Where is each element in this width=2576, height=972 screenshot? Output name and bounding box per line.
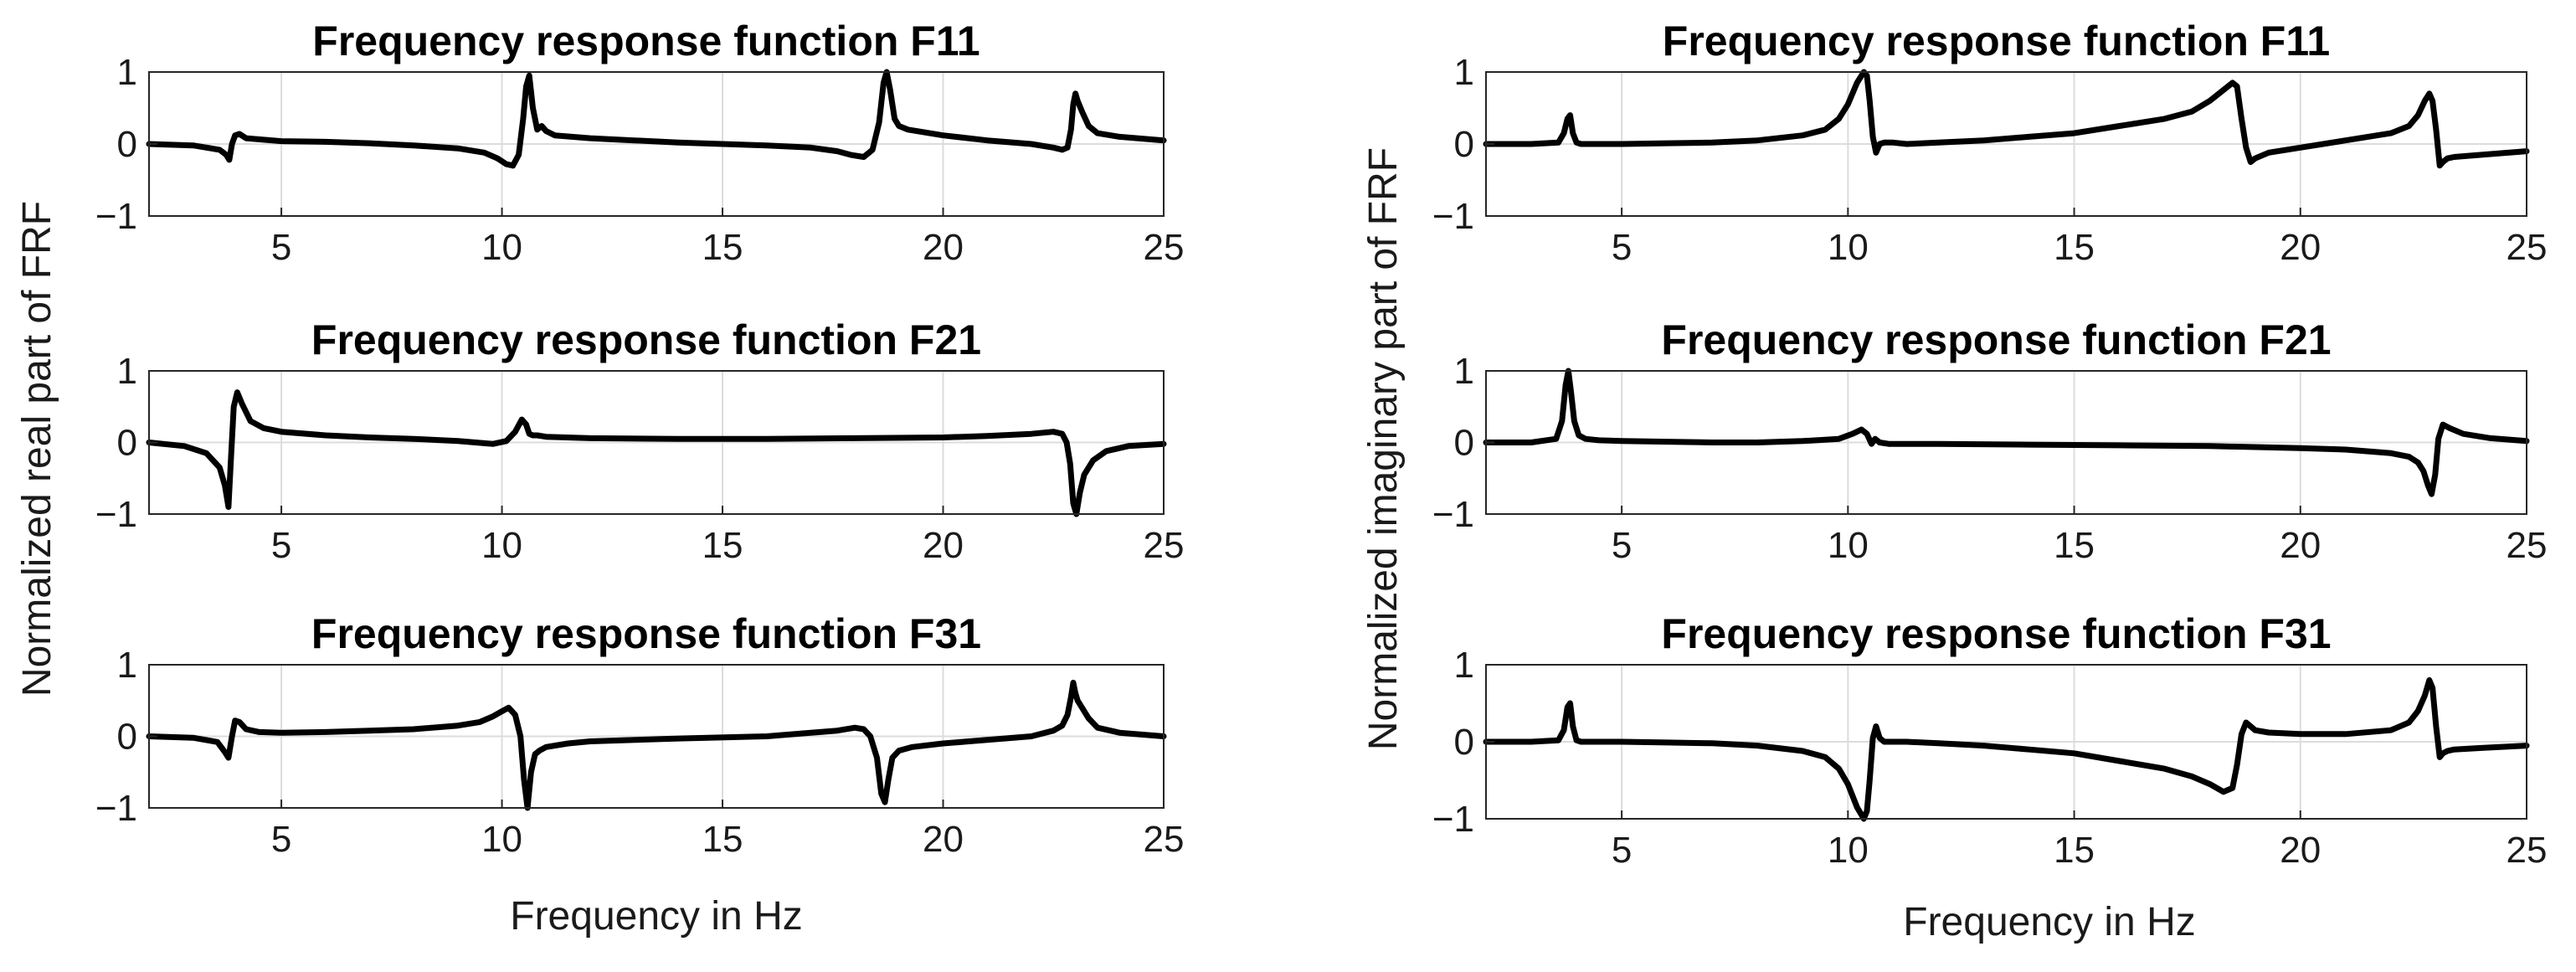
frf-line bbox=[146, 679, 1167, 811]
x-tick-label: 5 bbox=[1612, 830, 1632, 871]
y-tick-label: 1 bbox=[1454, 351, 1474, 392]
x-tick-label: 20 bbox=[923, 819, 964, 860]
y-tick-label: 0 bbox=[1454, 722, 1474, 763]
y-tick-label: 1 bbox=[1454, 52, 1474, 93]
y-tick-label: 0 bbox=[117, 717, 137, 758]
y-tick-label: −1 bbox=[1432, 196, 1474, 237]
y-tick-label: 0 bbox=[117, 124, 137, 165]
y-tick-label: −1 bbox=[95, 788, 137, 829]
x-tick-label: 25 bbox=[2507, 830, 2548, 871]
frf-line bbox=[1483, 676, 2530, 822]
subplot-f11-real: 5 10 15 20 25 −1 0 1 Frequency response function… bbox=[95, 18, 1185, 268]
x-tick-label: 20 bbox=[2280, 830, 2321, 871]
frf-line bbox=[146, 389, 1167, 517]
subplot-f11-imag: 5 10 15 20 25 −1 0 1 Frequency response function… bbox=[1432, 18, 2548, 268]
subplot-title: Frequency response function F21 bbox=[1661, 316, 2331, 363]
ylabel-right: Normalized imaginary part of FRF bbox=[1361, 147, 1406, 750]
y-tick-label: 1 bbox=[1454, 645, 1474, 686]
x-tick-label: 15 bbox=[2054, 525, 2095, 566]
frf-line bbox=[1483, 368, 2530, 497]
x-tick-label: 5 bbox=[1612, 227, 1632, 268]
y-tick-label: −1 bbox=[1432, 799, 1474, 840]
xlabel-left: Frequency in Hz bbox=[510, 894, 802, 939]
x-tick-label: 20 bbox=[923, 525, 964, 566]
x-tick-label: 25 bbox=[1144, 819, 1185, 860]
x-tick-label: 15 bbox=[702, 227, 743, 268]
x-tick-label: 25 bbox=[2507, 525, 2548, 566]
x-tick-label: 15 bbox=[2054, 830, 2095, 871]
y-tick-label: −1 bbox=[1432, 494, 1474, 535]
x-tick-label: 5 bbox=[271, 227, 291, 268]
x-tick-label: 15 bbox=[702, 819, 743, 860]
x-tick-label: 5 bbox=[271, 819, 291, 860]
frf-line bbox=[146, 69, 1167, 169]
x-tick-label: 25 bbox=[1144, 525, 1185, 566]
x-tick-label: 15 bbox=[2054, 227, 2095, 268]
frf-line bbox=[1483, 69, 2530, 169]
y-tick-label: 0 bbox=[1454, 423, 1474, 464]
subplot-f31-real: 5 10 15 20 25 −1 0 1 Frequency response function… bbox=[95, 610, 1185, 860]
subplot-title: Frequency response function F31 bbox=[311, 610, 981, 657]
xlabel-right: Frequency in Hz bbox=[1903, 900, 2195, 944]
y-tick-label: 0 bbox=[117, 423, 137, 464]
subplot-f21-real: 5 10 15 20 25 −1 0 1 Frequency response function… bbox=[95, 316, 1185, 566]
x-tick-label: 20 bbox=[923, 227, 964, 268]
y-tick-label: 0 bbox=[1454, 124, 1474, 165]
y-tick-label: 1 bbox=[117, 52, 137, 93]
x-tick-label: 5 bbox=[1612, 525, 1632, 566]
subplot-title: Frequency response function F31 bbox=[1661, 610, 2331, 657]
subplot-title: Frequency response function F21 bbox=[311, 316, 981, 363]
subplot-f21-imag: 5 10 15 20 25 −1 0 1 Frequency response function… bbox=[1432, 316, 2548, 566]
subplot-f31-imag: 5 10 15 20 25 −1 0 1 Frequency response function… bbox=[1432, 610, 2548, 871]
subplot-title: Frequency response function F11 bbox=[1663, 18, 2330, 64]
x-tick-label: 10 bbox=[1828, 227, 1869, 268]
x-tick-label: 10 bbox=[1828, 830, 1869, 871]
y-tick-label: −1 bbox=[95, 196, 137, 237]
x-tick-label: 15 bbox=[702, 525, 743, 566]
x-tick-label: 25 bbox=[1144, 227, 1185, 268]
x-tick-label: 20 bbox=[2280, 227, 2321, 268]
x-tick-label: 10 bbox=[481, 819, 522, 860]
y-tick-label: −1 bbox=[95, 494, 137, 535]
x-tick-label: 5 bbox=[271, 525, 291, 566]
ylabel-left: Normalized real part of FRF bbox=[15, 201, 59, 697]
x-tick-label: 25 bbox=[2507, 227, 2548, 268]
x-tick-label: 10 bbox=[1828, 525, 1869, 566]
x-tick-label: 10 bbox=[481, 227, 522, 268]
y-tick-label: 1 bbox=[117, 645, 137, 686]
x-tick-label: 10 bbox=[481, 525, 522, 566]
x-tick-label: 20 bbox=[2280, 525, 2321, 566]
y-tick-label: 1 bbox=[117, 351, 137, 392]
subplot-title: Frequency response function F11 bbox=[312, 18, 979, 64]
